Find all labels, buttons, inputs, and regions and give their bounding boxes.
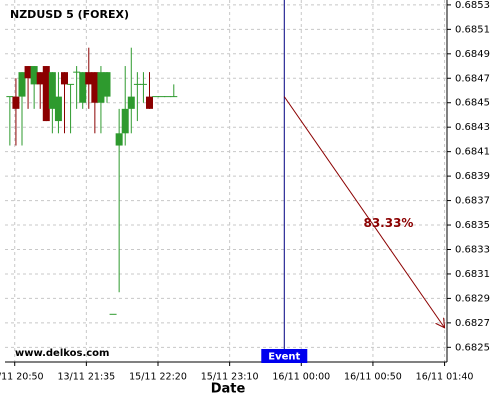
watermark: www.delkos.com: [15, 348, 109, 359]
candle-body: [85, 72, 93, 85]
candle-body: [121, 108, 129, 134]
y-tick-label: 0.6837: [455, 196, 490, 207]
x-tick-label: 16/11 01:40: [416, 372, 474, 383]
candle-body: [30, 66, 38, 85]
y-tick-label: 0.6849: [455, 49, 490, 60]
y-tick-label: 0.6829: [455, 293, 490, 304]
y-tick-label: 0.6853: [455, 0, 490, 11]
y-tick-label: 0.6847: [455, 73, 490, 84]
candle-body: [115, 133, 123, 146]
x-tick-label: 16/11 00:50: [344, 372, 402, 383]
candle-body: [36, 72, 44, 85]
chart-title: NZDUSD 5 (FOREX): [10, 8, 129, 21]
plot: [6, 0, 444, 362]
candle-body: [127, 96, 135, 109]
grid: [5, 0, 447, 362]
x-tick-label: 16/11 00:00: [272, 372, 330, 383]
candle-body: [18, 72, 26, 97]
x-tick-label: 13/11 21:35: [57, 372, 115, 383]
event-arrow: [283, 96, 444, 328]
candle-body: [54, 96, 62, 122]
candle-body: [12, 96, 20, 109]
candle-body: [48, 72, 56, 109]
y-tick-label: 0.6843: [455, 122, 490, 133]
candle-body: [42, 66, 50, 122]
y-tick-label: 0.6827: [455, 318, 490, 329]
y-tick-label: 0.6835: [455, 220, 490, 231]
x-tick-label: 15/11 23:10: [201, 372, 259, 383]
y-tick-label: 0.6841: [455, 147, 490, 158]
y-tick-label: 0.6831: [455, 269, 490, 280]
event-label: Event: [268, 352, 300, 363]
y-tick-label: 0.6825: [455, 342, 490, 353]
candle-body: [24, 66, 32, 79]
candle-body: [103, 72, 111, 97]
x-tick-label: 15/11 22:20: [129, 372, 187, 383]
x-tick-label: 15/11 20:50: [0, 372, 44, 383]
candle-body: [146, 96, 153, 109]
candle-body: [91, 72, 99, 103]
y-tick-label: 0.6833: [455, 244, 490, 255]
y-tick-label: 0.6851: [455, 24, 490, 35]
candle-body: [61, 72, 68, 85]
labels: 0.6825 0.6827 0.6829 0.6831 0.6833 0.6835 0.68…: [0, 0, 490, 383]
y-tick-label: 0.6845: [455, 98, 490, 109]
y-tick-label: 0.6839: [455, 171, 490, 182]
candle-body: [97, 72, 105, 103]
x-axis-title: Date: [211, 382, 246, 397]
event-percent: 83.33%: [363, 216, 413, 230]
candle-body: [79, 72, 87, 103]
event-badge: [261, 349, 308, 363]
